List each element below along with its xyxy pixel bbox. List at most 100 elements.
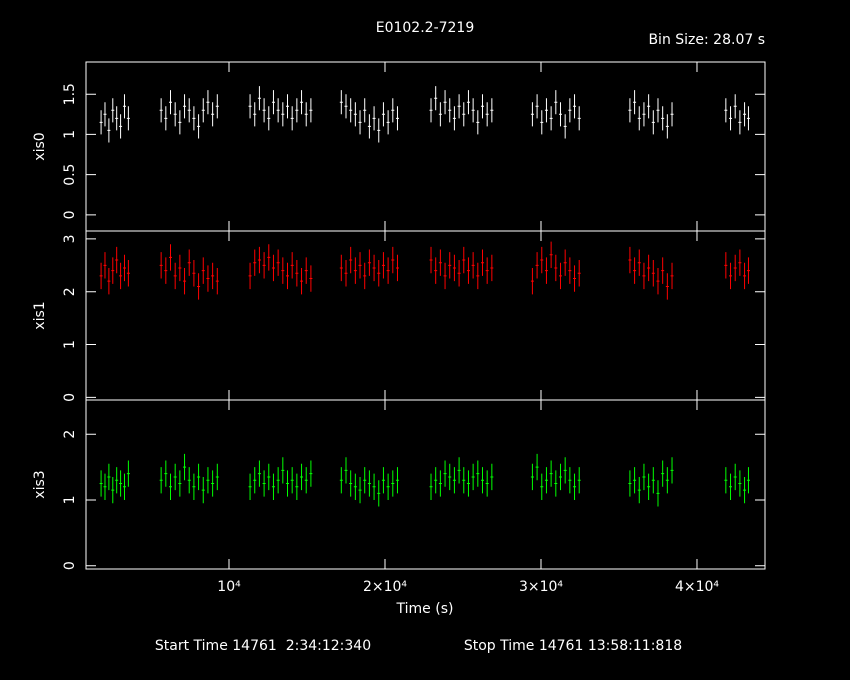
error-bar bbox=[386, 257, 390, 284]
error-bar bbox=[201, 257, 205, 284]
error-bar bbox=[452, 254, 456, 282]
error-bar bbox=[119, 114, 123, 139]
error-bar bbox=[729, 106, 733, 131]
error-bar bbox=[173, 102, 177, 127]
error-bar bbox=[471, 252, 475, 279]
error-bar bbox=[339, 254, 343, 282]
error-bar bbox=[344, 260, 348, 287]
error-bar bbox=[661, 257, 665, 284]
error-bar bbox=[563, 114, 567, 139]
error-bar bbox=[558, 463, 562, 491]
error-bar bbox=[248, 94, 252, 119]
error-bar bbox=[295, 98, 299, 123]
error-bar bbox=[429, 473, 433, 500]
error-bar bbox=[577, 260, 581, 287]
error-bar bbox=[573, 94, 577, 119]
error-bar bbox=[476, 460, 480, 487]
error-bar bbox=[471, 98, 475, 123]
error-bar bbox=[358, 476, 362, 504]
y-tick-label: 2 bbox=[62, 430, 78, 439]
error-bar bbox=[462, 467, 466, 494]
chart-title: E0102.2-7219 bbox=[376, 20, 475, 36]
error-bar bbox=[738, 249, 742, 276]
error-bar bbox=[628, 246, 632, 274]
error-bar bbox=[211, 470, 215, 497]
error-bar bbox=[126, 260, 130, 287]
error-bar bbox=[183, 94, 187, 119]
error-bar bbox=[103, 473, 107, 500]
error-bar bbox=[535, 94, 539, 119]
error-bar bbox=[577, 467, 581, 494]
error-bar bbox=[267, 244, 271, 271]
error-bar bbox=[656, 98, 660, 123]
error-bar bbox=[178, 470, 182, 497]
error-bar bbox=[372, 106, 376, 131]
error-bar bbox=[568, 98, 572, 123]
error-bar bbox=[633, 257, 637, 284]
error-bar bbox=[480, 467, 484, 494]
error-bar bbox=[290, 106, 294, 131]
error-bar bbox=[173, 262, 177, 290]
error-bar bbox=[530, 267, 534, 295]
error-bar bbox=[452, 106, 456, 131]
error-bar bbox=[276, 249, 280, 276]
error-bar bbox=[544, 467, 548, 494]
error-bar bbox=[656, 480, 660, 507]
error-bar bbox=[253, 249, 257, 276]
error-bar bbox=[381, 467, 385, 494]
y-tick-label: 1 bbox=[62, 130, 78, 139]
y-axis-label: xis0 bbox=[32, 132, 48, 160]
error-bar bbox=[197, 114, 201, 139]
y-axis-label: xis1 bbox=[32, 301, 48, 329]
error-bar bbox=[276, 98, 280, 123]
error-bar bbox=[386, 110, 390, 135]
error-bar bbox=[309, 265, 313, 292]
error-bar bbox=[480, 249, 484, 276]
error-bar bbox=[281, 257, 285, 284]
error-bar bbox=[271, 90, 275, 115]
error-bar bbox=[353, 102, 357, 127]
error-bar bbox=[665, 467, 669, 494]
error-bar bbox=[349, 98, 353, 123]
error-bar bbox=[367, 249, 371, 276]
error-bar bbox=[183, 453, 187, 481]
error-bar bbox=[111, 257, 115, 284]
error-bar bbox=[395, 254, 399, 282]
error-bar bbox=[530, 102, 534, 127]
error-bar bbox=[381, 102, 385, 127]
error-bar bbox=[285, 94, 289, 119]
error-bar bbox=[642, 102, 646, 127]
error-bar bbox=[197, 463, 201, 491]
error-bar bbox=[665, 273, 669, 300]
error-bar bbox=[215, 94, 219, 119]
error-bar bbox=[540, 473, 544, 500]
error-bar bbox=[367, 114, 371, 139]
error-bar bbox=[295, 473, 299, 500]
error-bar bbox=[738, 470, 742, 497]
error-bar bbox=[103, 252, 107, 279]
error-bar bbox=[490, 98, 494, 123]
y-axis-label: xis3 bbox=[32, 470, 48, 498]
error-bar bbox=[558, 262, 562, 290]
error-bar bbox=[438, 102, 442, 127]
error-bar bbox=[642, 463, 646, 491]
error-bar bbox=[476, 110, 480, 135]
error-bar bbox=[381, 252, 385, 279]
error-bar bbox=[257, 86, 261, 111]
error-bar bbox=[457, 457, 461, 484]
error-bar bbox=[206, 265, 210, 292]
start-time: Start Time 14761 2:34:12:340 bbox=[155, 638, 371, 654]
error-bar bbox=[309, 98, 313, 123]
x-tick-label: 3×10⁴ bbox=[519, 579, 563, 595]
error-bar bbox=[743, 476, 747, 504]
error-bar bbox=[257, 246, 261, 274]
error-bar bbox=[733, 463, 737, 491]
error-bar bbox=[173, 463, 177, 491]
error-bar bbox=[466, 257, 470, 284]
error-bar bbox=[183, 267, 187, 295]
error-bar bbox=[358, 252, 362, 279]
error-bar bbox=[471, 463, 475, 491]
error-bar bbox=[164, 460, 168, 487]
error-bar bbox=[309, 460, 313, 487]
